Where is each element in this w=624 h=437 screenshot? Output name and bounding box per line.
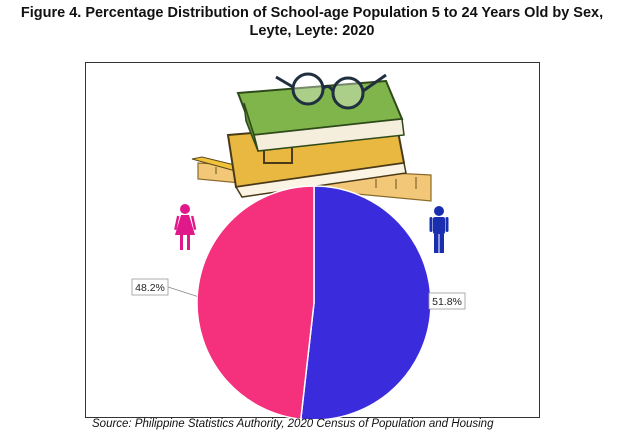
data-label-female: 48.2%: [131, 278, 198, 297]
female-figure-icon: [174, 204, 197, 250]
pie-slices: [196, 185, 432, 419]
chart-frame: 51.8% 48.2%: [85, 62, 540, 419]
data-label-male-text: 51.8%: [432, 296, 462, 308]
pie-chart: 51.8% 48.2%: [131, 72, 466, 419]
data-label-male: 51.8%: [428, 292, 466, 310]
pie-slice-female: [196, 185, 315, 419]
chart-title-line-2: Leyte, Leyte: 2020: [249, 23, 375, 39]
source-note: Source: Philippine Statistics Authority,…: [92, 418, 494, 430]
male-figure-icon: [429, 206, 449, 253]
chart-title-line-1: Figure 4. Percentage Distribution of Sch…: [20, 5, 604, 21]
books-glasses-ruler-illustration: [191, 72, 432, 202]
pie-slice-male: [300, 185, 432, 419]
data-label-female-text: 48.2%: [135, 282, 165, 294]
chart-title: Figure 4. Percentage Distribution of Sch…: [0, 4, 624, 40]
